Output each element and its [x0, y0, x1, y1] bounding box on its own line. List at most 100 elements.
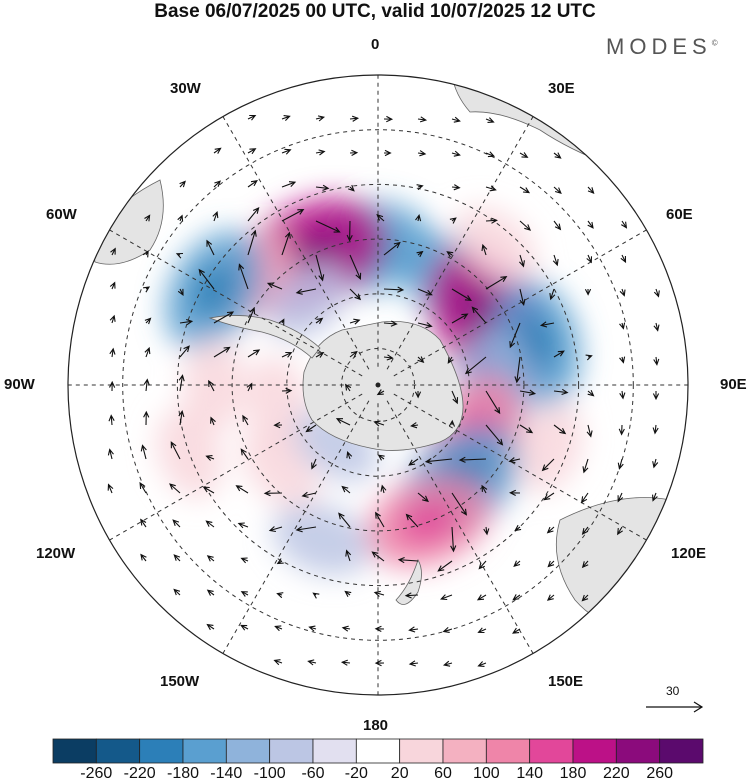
wind-arrow [205, 520, 215, 528]
wind-arrow [281, 231, 291, 256]
wind-arrow [437, 560, 453, 572]
wind-arrow [587, 389, 595, 397]
wind-arrow [175, 252, 184, 259]
wind-arrow [237, 522, 249, 529]
wind-arrow [177, 288, 184, 297]
wind-arrow [619, 356, 626, 364]
wind-arrow [618, 424, 625, 436]
wind-arrow [338, 512, 351, 528]
wind-arrow [281, 351, 293, 358]
colorbar-swatch [182, 738, 227, 764]
wind-arrow [384, 149, 392, 157]
wind-arrow [305, 424, 317, 433]
wind-arrow [345, 383, 352, 392]
wind-arrow [206, 589, 215, 596]
lon-label-60e: 60E [666, 206, 693, 223]
wind-arrow [240, 624, 249, 631]
colorbar-label: -220 [123, 765, 156, 782]
wind-arrow [451, 150, 461, 157]
wind-arrow [553, 350, 565, 358]
wind-arrow [374, 659, 385, 667]
colorbar-label: -100 [253, 765, 286, 782]
wind-arrow [247, 207, 260, 222]
wind-arrow [213, 311, 235, 324]
wind-arrow [383, 241, 401, 256]
wind-arrow [485, 217, 498, 224]
brand-mark: © [711, 38, 718, 48]
wind-arrow [172, 519, 181, 528]
wind-arrow [177, 214, 184, 222]
wind-arrow [417, 492, 429, 503]
wind-arrow [451, 116, 461, 123]
wind-arrow [240, 448, 249, 460]
wind-arrow [587, 220, 594, 229]
wind-arrow [371, 551, 385, 562]
latitude-circle [231, 238, 525, 532]
wind-arrow [450, 526, 457, 553]
wind-arrow [619, 322, 626, 330]
colorbar-swatch [312, 738, 357, 764]
wind-arrow [144, 346, 151, 358]
wind-arrow [109, 380, 116, 392]
wind-arrow [464, 356, 487, 375]
anomaly-blob [156, 408, 223, 499]
wind-arrow [383, 320, 398, 327]
wind-arrow [373, 420, 385, 427]
wind-arrow [170, 441, 181, 460]
wind-arrow [144, 214, 151, 222]
wind-arrow [448, 419, 456, 427]
colorbar-label: 220 [602, 765, 630, 782]
wind-arrow [416, 250, 424, 258]
wind-arrow [349, 350, 358, 358]
wind-arrow [417, 150, 427, 157]
wind-arrow [205, 455, 215, 461]
wind-arrow [518, 254, 525, 268]
lon-label-120e: 120E [671, 545, 707, 562]
wind-arrow [206, 623, 215, 631]
wind-arrow [341, 625, 351, 632]
wind-arrow [547, 560, 555, 568]
map-frame [67, 74, 689, 696]
wind-arrow [281, 181, 297, 188]
wind-arrow [383, 286, 405, 293]
wind-arrow [653, 356, 660, 366]
wind-arrow [617, 458, 624, 470]
wind-arrow [404, 592, 419, 599]
wind-arrow [247, 179, 258, 188]
wind-arrow [247, 148, 257, 155]
wind-arrow [553, 152, 562, 159]
wind-arrow [308, 625, 317, 632]
wind-arrow [315, 149, 326, 156]
wind-arrow [179, 318, 194, 326]
wind-arrow [109, 281, 116, 290]
wind-arrow [281, 209, 305, 222]
wind-arrow [374, 625, 385, 632]
anomaly-blob [245, 356, 309, 449]
lon-label-120w: 120W [36, 545, 76, 562]
meridian-line [386, 400, 539, 664]
wind-arrow [178, 374, 185, 392]
wind-arrow [508, 457, 521, 464]
wind-arrow [240, 591, 249, 597]
wind-arrow [553, 186, 562, 195]
colorbar-swatch [659, 738, 704, 764]
wind-arrow [208, 379, 215, 392]
wind-arrow [514, 524, 522, 532]
wind-arrow [307, 659, 317, 666]
wind-arrow [349, 115, 360, 122]
wind-arrow [315, 184, 330, 191]
wind-arrow [213, 346, 231, 358]
wind-arrow [451, 288, 472, 302]
wind-arrow [485, 424, 504, 446]
wind-arrow [315, 254, 325, 282]
wind-arrow [617, 526, 624, 536]
wind-arrow [653, 322, 660, 332]
wind-arrow [519, 424, 534, 434]
colorbar-swatch [529, 738, 574, 764]
wind-arrow [451, 492, 467, 516]
wind-arrow [653, 288, 660, 298]
wind-arrow [451, 184, 461, 191]
wind-arrow [415, 214, 422, 222]
wind-arrow [408, 626, 419, 633]
wind-arrow [140, 444, 147, 460]
